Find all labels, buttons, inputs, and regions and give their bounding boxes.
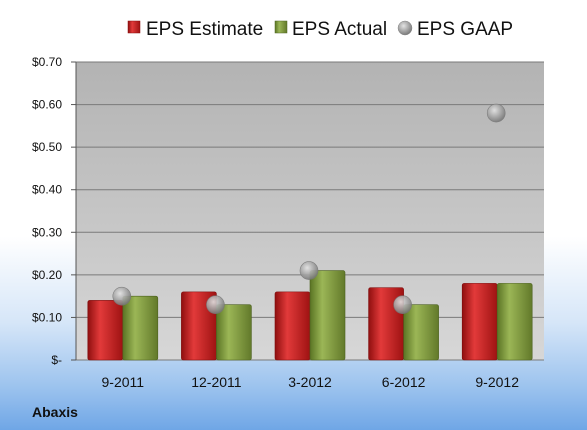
y-tick-label: $- (51, 353, 62, 367)
x-tick-label: 12-2011 (191, 374, 242, 390)
y-axis-ticks: $- $0.10 $0.20 $0.30 $0.40 $0.50 $0.60 $0.70 (32, 55, 62, 367)
bar-eps-actual (403, 304, 439, 361)
legend-marker-eps-gaap (397, 20, 413, 36)
legend-swatch-eps-actual (274, 20, 288, 34)
y-tick-label: $0.70 (32, 55, 62, 69)
x-tick-label: 3-2012 (288, 374, 332, 390)
bar-eps-actual (496, 283, 533, 361)
legend-label-eps-gaap: EPS GAAP (417, 19, 513, 40)
legend-label-eps-actual: EPS Actual (292, 19, 387, 40)
y-tick-label: $0.60 (32, 98, 62, 112)
point-eps-gaap (299, 261, 319, 280)
bar-eps-estimate (87, 300, 124, 361)
point-eps-gaap (206, 295, 225, 314)
point-eps-gaap (486, 103, 506, 123)
y-tick-label: $0.30 (32, 225, 62, 239)
x-tick-label: 9-2011 (102, 374, 145, 390)
x-tick-label: 9-2012 (475, 374, 519, 390)
bar-eps-actual (309, 270, 346, 361)
bar-eps-estimate (461, 283, 498, 361)
x-axis-ticks: 9-2011 12-2011 3-2012 6-2012 9-2012 (102, 374, 520, 390)
y-tick-label: $0.50 (32, 140, 62, 154)
y-tick-label: $0.10 (32, 310, 62, 324)
legend-label-eps-estimate: EPS Estimate (146, 19, 263, 40)
bar-eps-estimate (274, 291, 311, 361)
legend: EPS Estimate EPS Actual EPS GAAP (127, 19, 513, 40)
legend-swatch-eps-estimate (127, 20, 141, 34)
y-tick-label: $0.40 (32, 183, 62, 197)
point-eps-gaap (112, 286, 132, 306)
company-label: Abaxis (32, 404, 78, 420)
point-eps-gaap (393, 295, 412, 314)
x-tick-label: 6-2012 (382, 374, 426, 390)
y-tick-label: $0.20 (32, 268, 62, 282)
bar-eps-actual (122, 295, 159, 361)
gaap-points (112, 103, 506, 314)
bar-eps-actual (216, 304, 252, 361)
